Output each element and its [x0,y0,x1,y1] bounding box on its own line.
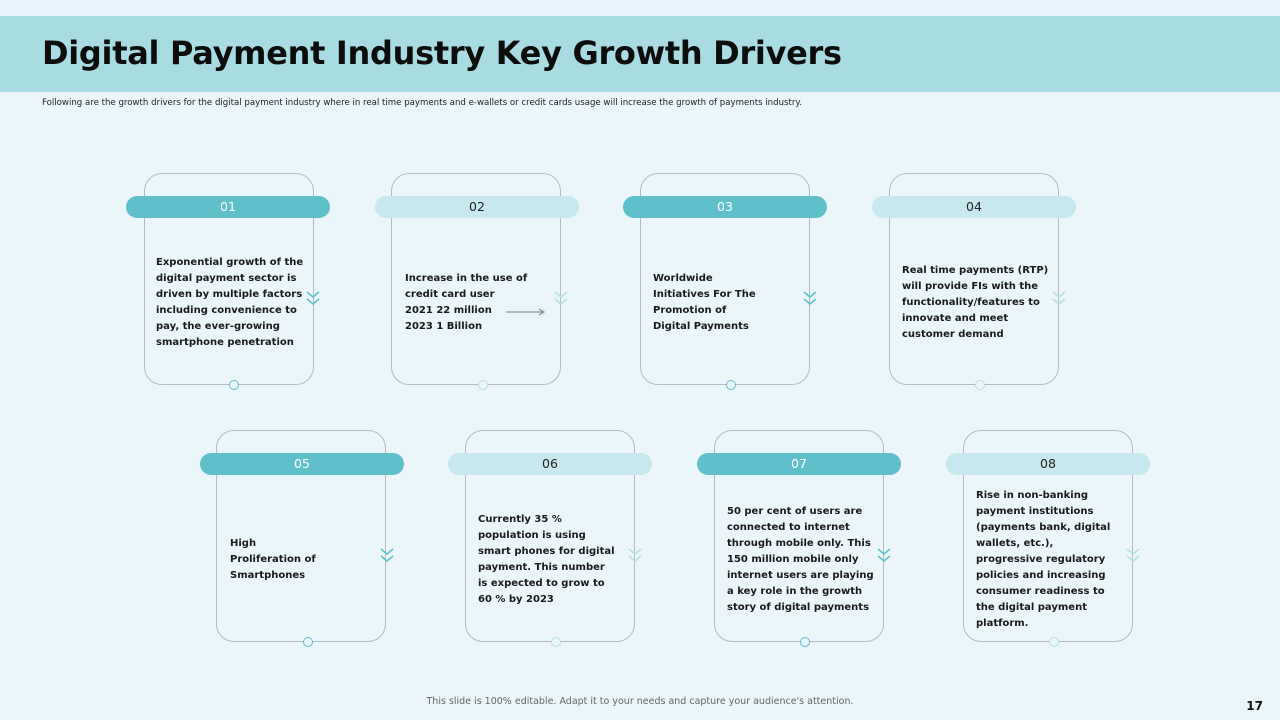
driver-description: Rise in non-banking payment institutions… [976,488,1110,632]
text-line: Currently 35 % [478,514,562,525]
text-line: functionality/features to [902,297,1040,308]
driver-card-03: 03 Worldwide Initiatives For The Promoti… [623,173,833,393]
text-line: pay, the ever-growing [156,321,280,332]
text-line: internet users are playing [727,570,874,581]
text-line: Promotion of [653,305,727,316]
driver-number-badge: 06 [448,453,652,475]
text-line: Increase in the use of [405,273,528,284]
text-line: progressive regulatory [976,554,1106,565]
text-line: including convenience to [156,305,297,316]
text-line: is expected to grow to [478,578,605,589]
double-chevron-down-icon [1052,291,1066,306]
connector-dot [303,637,313,647]
title-bar: Digital Payment Industry Key Growth Driv… [0,16,1280,92]
double-chevron-down-icon [554,291,568,306]
text-line: 2021 22 million [405,305,492,316]
driver-card-05: 05 High Proliferation of Smartphones [200,430,410,650]
driver-card-07: 07 50 per cent of users are connected to… [697,430,907,650]
text-line: smart phones for digital [478,546,615,557]
driver-card-04: 04 Real time payments (RTP) will provide… [872,173,1082,393]
connector-dot [1049,637,1059,647]
driver-card-02: 02 Increase in the use of credit card us… [375,173,585,393]
double-chevron-down-icon [803,291,817,306]
text-line: will provide FIs with the [902,281,1039,292]
text-line: payment. This number [478,562,605,573]
text-line: 150 million mobile only [727,554,859,565]
text-line: credit card user [405,289,495,300]
text-line: Exponential growth of the [156,257,304,268]
text-line: smartphone penetration [156,337,294,348]
text-line: digital payment sector is [156,273,297,284]
text-line: innovate and meet [902,313,1009,324]
driver-number-badge: 07 [697,453,901,475]
card-frame [465,430,635,642]
text-line: Digital Payments [653,321,749,332]
connector-dot [726,380,736,390]
driver-number-badge: 01 [126,196,330,218]
page-number: 17 [1246,699,1263,713]
text-line: Worldwide [653,273,713,284]
text-line: the digital payment [976,602,1087,613]
text-line: connected to internet [727,522,850,533]
text-line: customer demand [902,329,1004,340]
text-line: population is using [478,530,586,541]
connector-dot [478,380,488,390]
subtitle: Following are the growth drivers for the… [42,98,802,108]
text-line: wallets, etc.), [976,538,1054,549]
text-line: Real time payments (RTP) [902,265,1049,276]
text-line: Smartphones [230,570,306,581]
footer-note: This slide is 100% editable. Adapt it to… [426,696,854,707]
card-frame [391,173,561,385]
driver-number-badge: 08 [946,453,1150,475]
text-line: driven by multiple factors [156,289,303,300]
text-line: Initiatives For The [653,289,756,300]
driver-number-badge: 03 [623,196,827,218]
text-line: Proliferation of [230,554,316,565]
text-line: Rise in non-banking [976,490,1089,501]
card-frame [714,430,884,642]
card-frame [216,430,386,642]
double-chevron-down-icon [380,548,394,563]
text-line: 50 per cent of users are [727,506,863,517]
driver-number-badge: 05 [200,453,404,475]
driver-description: High Proliferation of Smartphones [230,536,316,584]
text-line: through mobile only. This [727,538,871,549]
card-frame [640,173,810,385]
connector-dot [975,380,985,390]
double-chevron-down-icon [1126,548,1140,563]
text-line: 60 % by 2023 [478,594,554,605]
top-strip [0,0,1280,16]
text-line: payment institutions [976,506,1094,517]
card-frame [963,430,1133,642]
connector-dot [800,637,810,647]
text-line: High [230,538,257,549]
driver-description: 50 per cent of users are connected to in… [727,504,874,616]
driver-number-badge: 04 [872,196,1076,218]
driver-description: Increase in the use of credit card user … [405,271,527,335]
card-frame [889,173,1059,385]
text-line: (payments bank, digital [976,522,1111,533]
connector-dot [551,637,561,647]
driver-description: Exponential growth of the digital paymen… [156,255,303,351]
driver-description: Currently 35 % population is using smart… [478,512,615,608]
double-chevron-down-icon [877,548,891,563]
text-line: consumer readiness to [976,586,1105,597]
driver-card-08: 08 Rise in non-banking payment instituti… [946,430,1156,650]
driver-card-01: 01 Exponential growth of the digital pay… [126,173,336,393]
text-line: platform. [976,618,1029,629]
text-line: 2023 1 Billion [405,321,483,332]
arrow-right-icon [506,308,546,316]
driver-number-badge: 02 [375,196,579,218]
connector-dot [229,380,239,390]
driver-description: Worldwide Initiatives For The Promotion … [653,271,756,335]
double-chevron-down-icon [628,548,642,563]
page-title: Digital Payment Industry Key Growth Driv… [42,34,842,72]
double-chevron-down-icon [306,291,320,306]
driver-card-06: 06 Currently 35 % population is using sm… [448,430,658,650]
text-line: a key role in the growth [727,586,863,597]
driver-description: Real time payments (RTP) will provide FI… [902,263,1048,343]
text-line: story of digital payments [727,602,870,613]
text-line: policies and increasing [976,570,1106,581]
